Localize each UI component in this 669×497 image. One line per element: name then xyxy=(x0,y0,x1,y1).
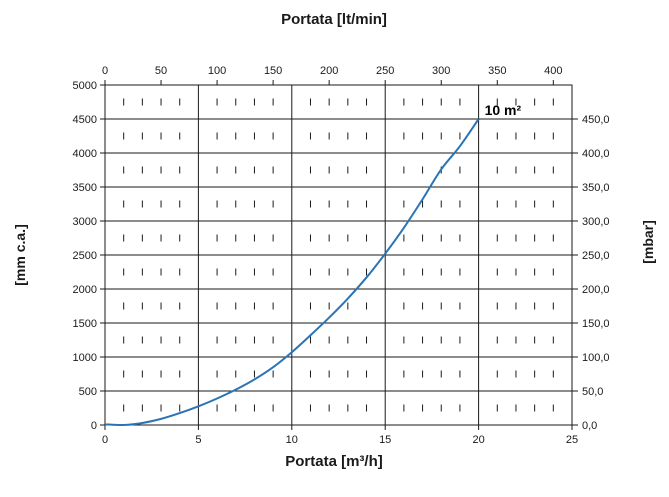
y-left-tick-label: 3500 xyxy=(73,182,97,194)
x-top-tick-label: 50 xyxy=(155,65,167,77)
y-right-tick-label: 400,0 xyxy=(582,148,610,160)
x-top-tick-label: 400 xyxy=(544,65,562,77)
ticks xyxy=(100,80,578,430)
y-left-tick-label: 500 xyxy=(79,386,97,398)
x-top-tick-label: 200 xyxy=(320,65,338,77)
y-left-tick-label: 4000 xyxy=(73,148,97,160)
tick-labels: 0 5 10 15 20 250 50 100 150 200 250 300 350 400050010… xyxy=(73,65,610,446)
x-axis-title: Portata [m³/h] xyxy=(285,453,383,470)
x-tick-label: 0 xyxy=(102,434,108,446)
x-tick-label: 15 xyxy=(379,434,391,446)
right-axis-title: [mbar] xyxy=(640,220,656,264)
x-top-tick-label: 350 xyxy=(488,65,506,77)
y-left-tick-label: 5000 xyxy=(73,80,97,92)
y-left-tick-label: 1500 xyxy=(73,318,97,330)
y-left-tick-label: 4500 xyxy=(73,114,97,126)
series-layer: 10 m² xyxy=(104,102,522,427)
x-top-tick-label: 250 xyxy=(376,65,394,77)
x-top-tick-label: 300 xyxy=(432,65,450,77)
left-axis-title: [mm c.a.] xyxy=(12,224,28,285)
x-tick-label: 5 xyxy=(195,434,201,446)
top-axis-title: Portata [lt/min] xyxy=(281,11,387,28)
y-left-tick-label: 0 xyxy=(91,420,97,432)
y-left-tick-label: 3000 xyxy=(73,216,97,228)
y-right-tick-label: 100,0 xyxy=(582,352,610,364)
y-left-tick-label: 2000 xyxy=(73,284,97,296)
y-left-tick-label: 2500 xyxy=(73,250,97,262)
x-tick-label: 25 xyxy=(566,434,578,446)
y-right-tick-label: 250,0 xyxy=(582,250,610,262)
series-label: 10 m² xyxy=(485,102,522,118)
x-tick-label: 20 xyxy=(472,434,484,446)
y-right-tick-label: 50,0 xyxy=(582,386,603,398)
y-right-tick-label: 0,0 xyxy=(582,420,597,432)
series-line xyxy=(104,118,480,427)
y-right-tick-label: 450,0 xyxy=(582,114,610,126)
y-right-tick-label: 300,0 xyxy=(582,216,610,228)
x-top-tick-label: 100 xyxy=(208,65,226,77)
y-right-tick-label: 350,0 xyxy=(582,182,610,194)
x-tick-label: 10 xyxy=(286,434,298,446)
y-right-tick-label: 200,0 xyxy=(582,284,610,296)
grid xyxy=(104,84,573,426)
x-top-tick-label: 150 xyxy=(264,65,282,77)
x-top-tick-label: 0 xyxy=(102,65,108,77)
y-left-tick-label: 1000 xyxy=(73,352,97,364)
y-right-tick-label: 150,0 xyxy=(582,318,610,330)
